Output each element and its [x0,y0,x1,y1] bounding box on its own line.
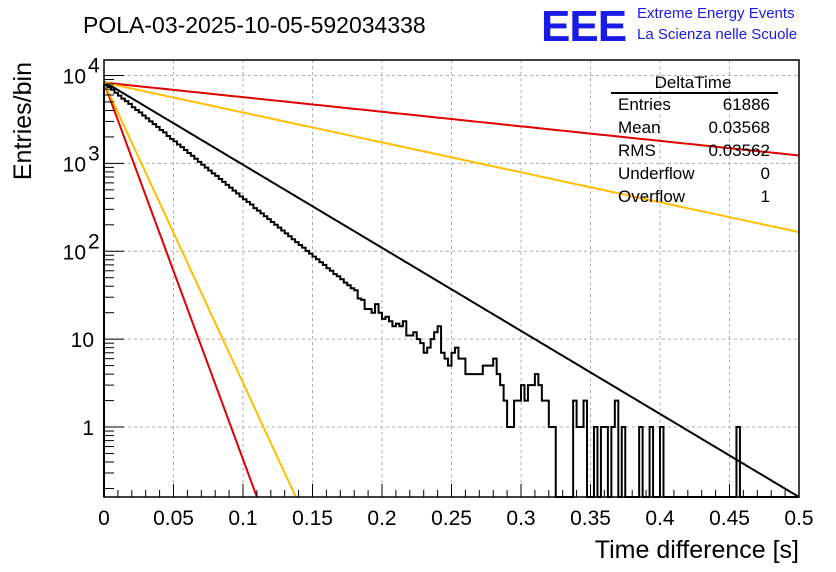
y-tick-label: 1 [82,417,94,440]
x-tick-label: 0.3 [506,507,535,530]
stats-label: RMS [618,141,656,160]
x-tick-labels: 0 0.05 0.1 0.15 0.2 0.25 0.3 0.35 0.4 0.45 0.5 [98,507,813,530]
axis-ticks [103,74,800,497]
stats-value: 61886 [723,95,770,114]
stats-title: DeltaTime [655,73,732,92]
brand-logo: EEE [541,2,627,51]
y-tick-label: 10 [71,329,94,352]
brand-line-1: Extreme Energy Events [637,5,795,22]
y-tick-label: 10 [63,241,86,264]
x-tick-label: 0.05 [153,507,194,530]
x-tick-label: 0.5 [784,507,813,530]
x-tick-label: 0.4 [645,507,675,530]
brand-logo-text: EEE [541,2,626,51]
y-tick-exponent: 4 [88,54,100,77]
y-tick-label: 10 [63,65,86,88]
fit-curve-yellow-fast [103,82,297,498]
grid [104,60,799,497]
x-axis-label: Time difference [s] [595,536,799,564]
fit-curve-data-fit [103,80,800,498]
y-tick-exponent: 3 [88,142,100,165]
stats-label: Entries [618,95,671,114]
stats-value: 0 [761,164,770,183]
x-tick-label: 0.2 [367,507,396,530]
stats-label: Mean [618,118,661,137]
fit-curve-red-slow [103,81,800,157]
stats-value: 1 [761,187,770,206]
y-tick-exponent: 2 [88,230,100,253]
x-tick-label: 0.45 [709,507,750,530]
y-axis-label: Entries/bin [9,62,37,180]
x-tick-label: 0.1 [228,507,257,530]
brand-line-2: La Scienza nelle Scuole [637,26,797,43]
stats-label: Underflow [618,164,695,183]
stats-value: 0.03562 [709,141,770,160]
stats-label: Overflow [618,187,686,206]
fit-curves [103,80,800,498]
fit-curve-red-fast [103,82,258,498]
x-tick-label: 0.15 [292,507,333,530]
stats-box: DeltaTime Entries 61886 Mean 0.03568 RMS… [611,73,778,206]
x-tick-label: 0 [98,507,110,530]
stats-value: 0.03568 [709,118,770,137]
x-tick-label: 0.35 [570,507,611,530]
fit-curve-yellow-slow [103,81,800,234]
x-tick-label: 0.25 [431,507,472,530]
chart-title: POLA-03-2025-10-05-592034338 [83,12,426,38]
y-tick-label: 10 [63,153,86,176]
